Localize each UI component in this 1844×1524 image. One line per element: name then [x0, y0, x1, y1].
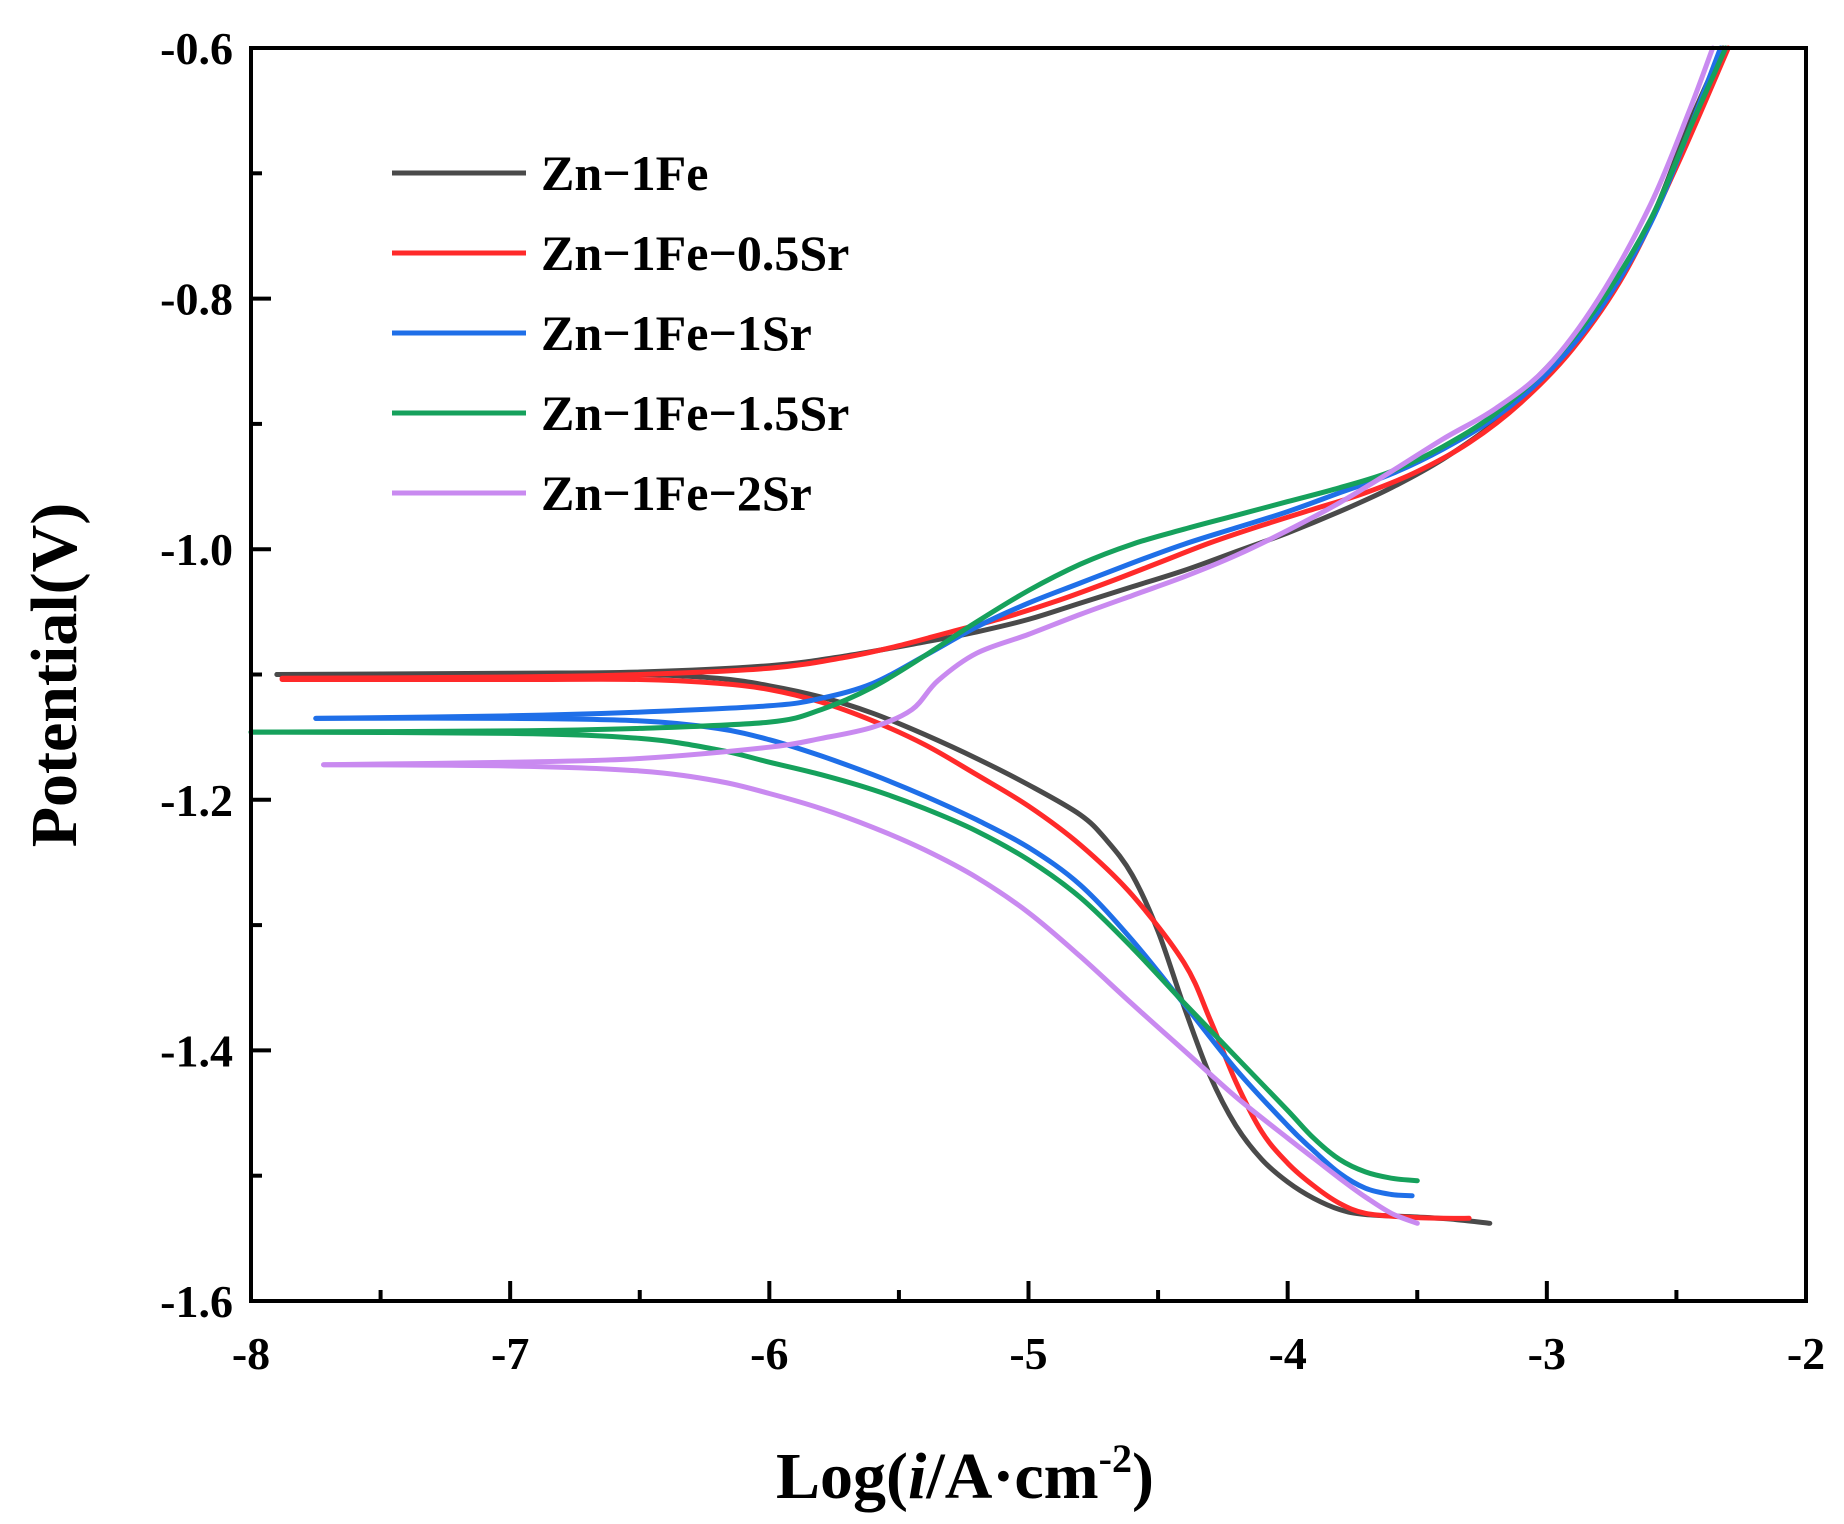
series-line-5	[321, 45, 1716, 1226]
x-axis-title: Log(i/A·cm-2)	[776, 1436, 1154, 1513]
legend-label: Zn−1Fe	[541, 145, 708, 201]
x-tick-label: -5	[1009, 1328, 1047, 1379]
anodic-branch	[313, 45, 1723, 721]
y-tick-label: -1.4	[160, 1025, 233, 1076]
x-axis-title-italic: i	[908, 1440, 927, 1513]
x-tick-label: -6	[750, 1328, 788, 1379]
x-axis-title-suffix: )	[1132, 1440, 1154, 1513]
y-tick-label: -0.8	[160, 274, 233, 325]
series-line-3	[313, 45, 1723, 1199]
cathodic-branch	[313, 715, 1415, 1199]
series-layer	[248, 45, 1731, 1226]
cathodic-branch	[274, 671, 1493, 1226]
cathodic-branch	[321, 762, 1420, 1226]
x-tick-label: -3	[1528, 1328, 1566, 1379]
legend-entry: Zn−1Fe−0.5Sr	[392, 225, 849, 281]
legend-label: Zn−1Fe−0.5Sr	[541, 225, 849, 281]
x-tick-label: -4	[1269, 1328, 1307, 1379]
anodic-branch	[321, 45, 1716, 768]
legend-label: Zn−1Fe−1Sr	[541, 305, 812, 361]
legend-entry: Zn−1Fe−1Sr	[392, 305, 812, 361]
legend-label: Zn−1Fe−2Sr	[541, 465, 812, 521]
legend-label: Zn−1Fe−1.5Sr	[541, 385, 849, 441]
y-axis-title: Potential(V)	[18, 503, 91, 848]
axis-ticks: -8 -7 -6 -5 -4 -3 -2 -1.6 -1.4 -1.2 -1.0 -0.8 -0.6	[160, 23, 1825, 1379]
y-tick-label: -1.0	[160, 524, 233, 575]
x-tick-label: -7	[491, 1328, 529, 1379]
cathodic-branch	[279, 676, 1472, 1221]
cathodic-branch	[248, 729, 1420, 1184]
x-axis-title-middle: /A·cm	[925, 1440, 1098, 1513]
legend-entry: Zn−1Fe−1.5Sr	[392, 385, 849, 441]
legend-entry: Zn−1Fe	[392, 145, 708, 201]
legend-entry: Zn−1Fe−2Sr	[392, 465, 812, 521]
legend: Zn−1Fe Zn−1Fe−0.5Sr Zn−1Fe−1Sr Zn−1Fe−1.5Sr…	[392, 145, 849, 521]
x-axis-title-prefix: Log(	[776, 1440, 908, 1513]
x-axis-title-superscript: -2	[1099, 1436, 1132, 1481]
y-tick-label: -1.2	[160, 775, 233, 826]
y-tick-label: -1.6	[160, 1276, 233, 1327]
x-tick-label: -8	[232, 1328, 270, 1379]
y-tick-label: -0.6	[160, 23, 233, 74]
x-tick-label: -2	[1787, 1328, 1825, 1379]
